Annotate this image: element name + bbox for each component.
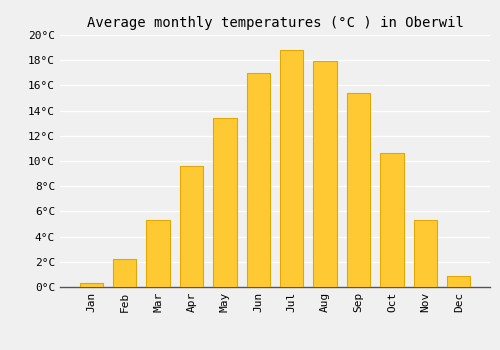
Bar xyxy=(447,276,470,287)
Bar xyxy=(414,220,437,287)
Bar xyxy=(146,220,170,287)
Bar xyxy=(280,50,303,287)
Bar xyxy=(213,118,236,287)
Bar xyxy=(246,73,270,287)
Bar xyxy=(347,93,370,287)
Bar xyxy=(180,166,203,287)
Bar xyxy=(80,283,103,287)
Title: Average monthly temperatures (°C ) in Oberwil: Average monthly temperatures (°C ) in Ob… xyxy=(86,16,464,30)
Bar xyxy=(380,153,404,287)
Bar xyxy=(113,259,136,287)
Bar xyxy=(314,62,337,287)
